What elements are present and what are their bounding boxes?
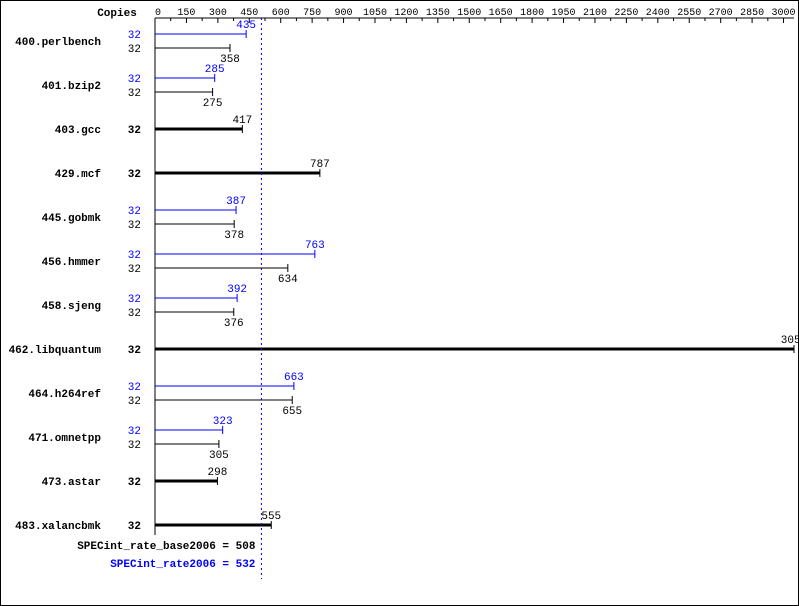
bar-value: 634 — [278, 274, 298, 286]
benchmark-name: 403.gcc — [55, 125, 101, 137]
bar-value: 763 — [305, 240, 325, 252]
bar-value: 387 — [226, 196, 246, 208]
copies-label: 32 — [128, 345, 141, 357]
copies-label: 32 — [128, 477, 141, 489]
copies-label: 32 — [128, 88, 141, 100]
x-tick-label: 1200 — [394, 8, 418, 19]
x-tick-label: 450 — [240, 8, 258, 19]
x-tick-label: 1950 — [552, 8, 576, 19]
x-tick-label: 2550 — [677, 8, 701, 19]
x-tick-label: 600 — [272, 8, 290, 19]
benchmark-name: 400.perlbench — [15, 37, 101, 49]
bar-value: 376 — [224, 318, 244, 330]
bar-value: 663 — [284, 372, 304, 384]
copies-label: 32 — [128, 169, 141, 181]
x-tick-label: 3000 — [772, 8, 796, 19]
bar-value: 275 — [203, 98, 223, 110]
x-tick-label: 300 — [209, 8, 227, 19]
copies-label: 32 — [128, 220, 141, 232]
benchmark-name: 458.sjeng — [42, 301, 101, 313]
copies-label: 32 — [128, 264, 141, 276]
x-tick-label: 900 — [335, 8, 353, 19]
benchmark-name: 456.hmmer — [42, 257, 101, 269]
bar-value: 323 — [213, 416, 233, 428]
x-tick-label: 0 — [155, 8, 161, 19]
copies-header: Copies — [97, 8, 137, 20]
spec-chart: 0 150 300 450 600 750 900 1050 1200 1350 1500 1650 1… — [0, 0, 799, 606]
copies-label: 32 — [128, 125, 141, 137]
peak-score-label: SPECint_rate2006 = 532 — [110, 559, 255, 571]
benchmark-name: 429.mcf — [55, 169, 102, 181]
x-tick-label: 2850 — [740, 8, 764, 19]
benchmark-name: 462.libquantum — [9, 345, 102, 357]
bar-value: 787 — [310, 159, 330, 171]
chart-canvas: 0 150 300 450 600 750 900 1050 1200 1350 1500 1650 1… — [1, 1, 798, 605]
copies-label: 32 — [128, 206, 141, 218]
x-tick-label: 2400 — [646, 8, 670, 19]
copies-label: 32 — [128, 521, 141, 533]
copies-label: 32 — [128, 308, 141, 320]
base-score-label: SPECint_rate_base2006 = 508 — [77, 541, 256, 553]
copies-label: 32 — [128, 440, 141, 452]
x-tick-label: 1500 — [457, 8, 481, 19]
bar-value: 305 — [209, 450, 229, 462]
benchmark-name: 473.astar — [42, 477, 101, 489]
benchmark-name: 401.bzip2 — [42, 81, 101, 93]
bar-value: 3050 — [781, 335, 798, 347]
benchmark-name: 471.omnetpp — [28, 433, 101, 445]
copies-label: 32 — [128, 294, 141, 306]
copies-label: 32 — [128, 44, 141, 56]
bar-value: 435 — [236, 20, 256, 32]
benchmark-name: 464.h264ref — [28, 389, 101, 401]
x-tick-label: 1050 — [363, 8, 387, 19]
x-tick-label: 2100 — [583, 8, 607, 19]
bar-value: 378 — [224, 230, 244, 242]
x-tick-label: 2700 — [709, 8, 733, 19]
x-tick-label: 1650 — [489, 8, 513, 19]
copies-label: 32 — [128, 396, 141, 408]
bar-value: 392 — [227, 284, 247, 296]
copies-label: 32 — [128, 74, 141, 86]
benchmark-name: 483.xalancbmk — [15, 521, 101, 533]
bar-value: 417 — [232, 115, 252, 127]
x-tick-label: 1350 — [426, 8, 450, 19]
benchmark-name: 445.gobmk — [42, 213, 102, 225]
copies-label: 32 — [128, 382, 141, 394]
bar-value: 298 — [208, 467, 228, 479]
x-tick-label: 750 — [303, 8, 321, 19]
copies-label: 32 — [128, 30, 141, 42]
bar-value: 285 — [205, 64, 225, 76]
copies-label: 32 — [128, 250, 141, 262]
x-tick-label: 150 — [177, 8, 195, 19]
x-tick-label: 2250 — [614, 8, 638, 19]
x-tick-label: 1800 — [520, 8, 544, 19]
copies-label: 32 — [128, 426, 141, 438]
bar-value: 555 — [261, 511, 281, 523]
bar-value: 655 — [282, 406, 302, 418]
